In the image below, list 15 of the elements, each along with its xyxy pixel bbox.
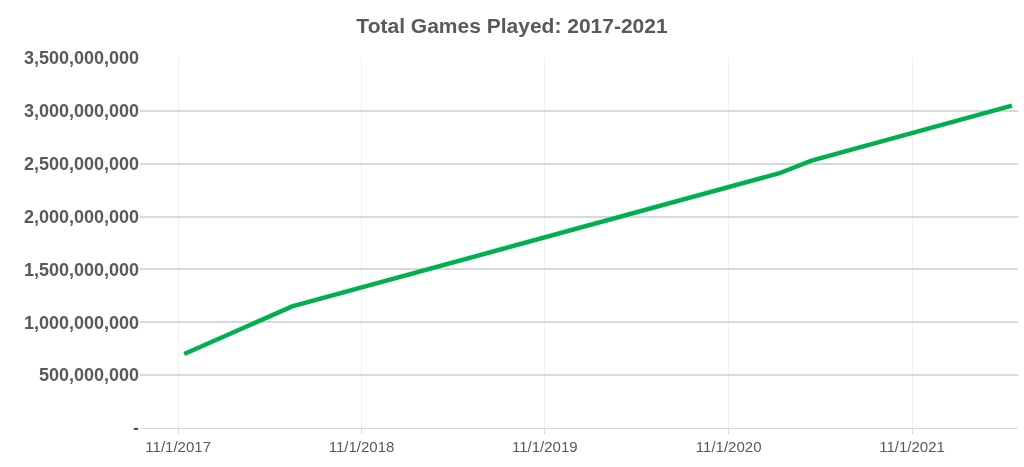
line-series <box>181 103 1015 357</box>
x-tick-label: 11/1/2021 <box>879 438 945 455</box>
y-tick-label: 1,500,000,000 <box>23 259 139 280</box>
y-tick-label: 2,000,000,000 <box>23 206 139 227</box>
y-tick-label: 3,000,000,000 <box>23 101 139 122</box>
x-tick-label: 11/1/2018 <box>328 438 395 455</box>
x-tick-label: 11/1/2019 <box>512 438 578 455</box>
y-tick-label: 3,500,000,000 <box>23 48 139 69</box>
x-tick-label: 11/1/2020 <box>695 438 762 455</box>
y-tick-label: 2,500,000,000 <box>23 154 139 175</box>
y-tick-label: 500,000,000 <box>38 365 139 386</box>
y-tick-label: - <box>133 418 139 439</box>
y-tick-label: 1,000,000,000 <box>23 312 139 333</box>
x-tick-label: 11/1/2017 <box>145 438 211 455</box>
chart-title: Total Games Played: 2017-2021 <box>356 14 668 38</box>
